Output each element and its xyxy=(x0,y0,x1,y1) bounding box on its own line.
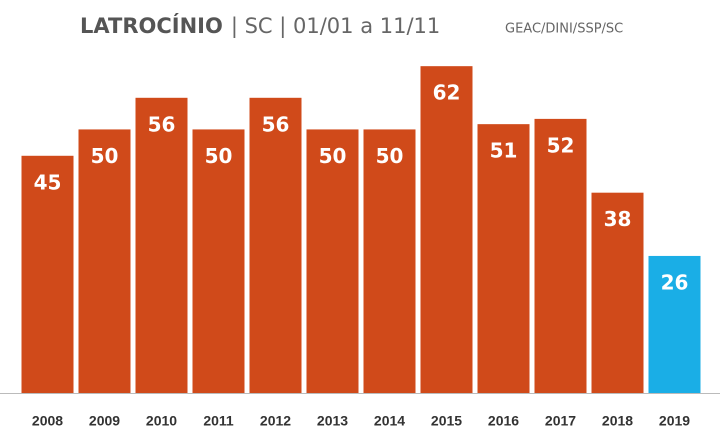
value-label: 45 xyxy=(34,170,62,194)
bar xyxy=(249,97,302,394)
bar xyxy=(78,129,131,393)
x-tick-label: 2017 xyxy=(545,413,576,429)
chart-title: LATROCÍNIO xyxy=(80,13,223,38)
bar xyxy=(363,129,416,393)
bar xyxy=(192,129,245,393)
x-tick-label: 2013 xyxy=(317,413,348,429)
x-tick-label: 2019 xyxy=(659,413,690,429)
bar xyxy=(648,255,701,393)
bar xyxy=(306,129,359,393)
bar xyxy=(21,155,74,393)
source: GEAC/DINI/SSP/SC xyxy=(505,22,623,37)
value-label: 62 xyxy=(433,81,461,105)
value-label: 56 xyxy=(262,112,290,136)
value-label: 26 xyxy=(661,270,689,294)
x-tick-label: 2015 xyxy=(431,413,462,429)
chart-subtitle: | SC | 01/01 a 11/11 xyxy=(231,14,440,39)
x-tick-label: 2014 xyxy=(374,413,405,429)
value-label: 56 xyxy=(148,112,176,136)
value-label: 50 xyxy=(205,144,233,168)
bar xyxy=(135,97,188,394)
value-label: 52 xyxy=(547,133,575,157)
value-label: 50 xyxy=(376,144,404,168)
x-tick-label: 2010 xyxy=(146,413,177,429)
value-label: 50 xyxy=(319,144,347,168)
value-label: 51 xyxy=(490,139,518,163)
x-tick-label: 2009 xyxy=(89,413,120,429)
x-tick-label: 2018 xyxy=(602,413,633,429)
bar xyxy=(591,192,644,393)
bar xyxy=(534,118,587,393)
bar xyxy=(420,66,473,394)
x-tick-label: 2012 xyxy=(260,413,291,429)
value-label: 50 xyxy=(91,144,119,168)
value-label: 38 xyxy=(604,207,632,231)
x-tick-label: 2011 xyxy=(203,413,234,429)
chart-heading: LATROCÍNIO | SC | 01/01 a 11/11 xyxy=(80,13,440,39)
x-tick-label: 2008 xyxy=(32,413,63,429)
x-tick-label: 2016 xyxy=(488,413,519,429)
bar xyxy=(477,124,530,394)
